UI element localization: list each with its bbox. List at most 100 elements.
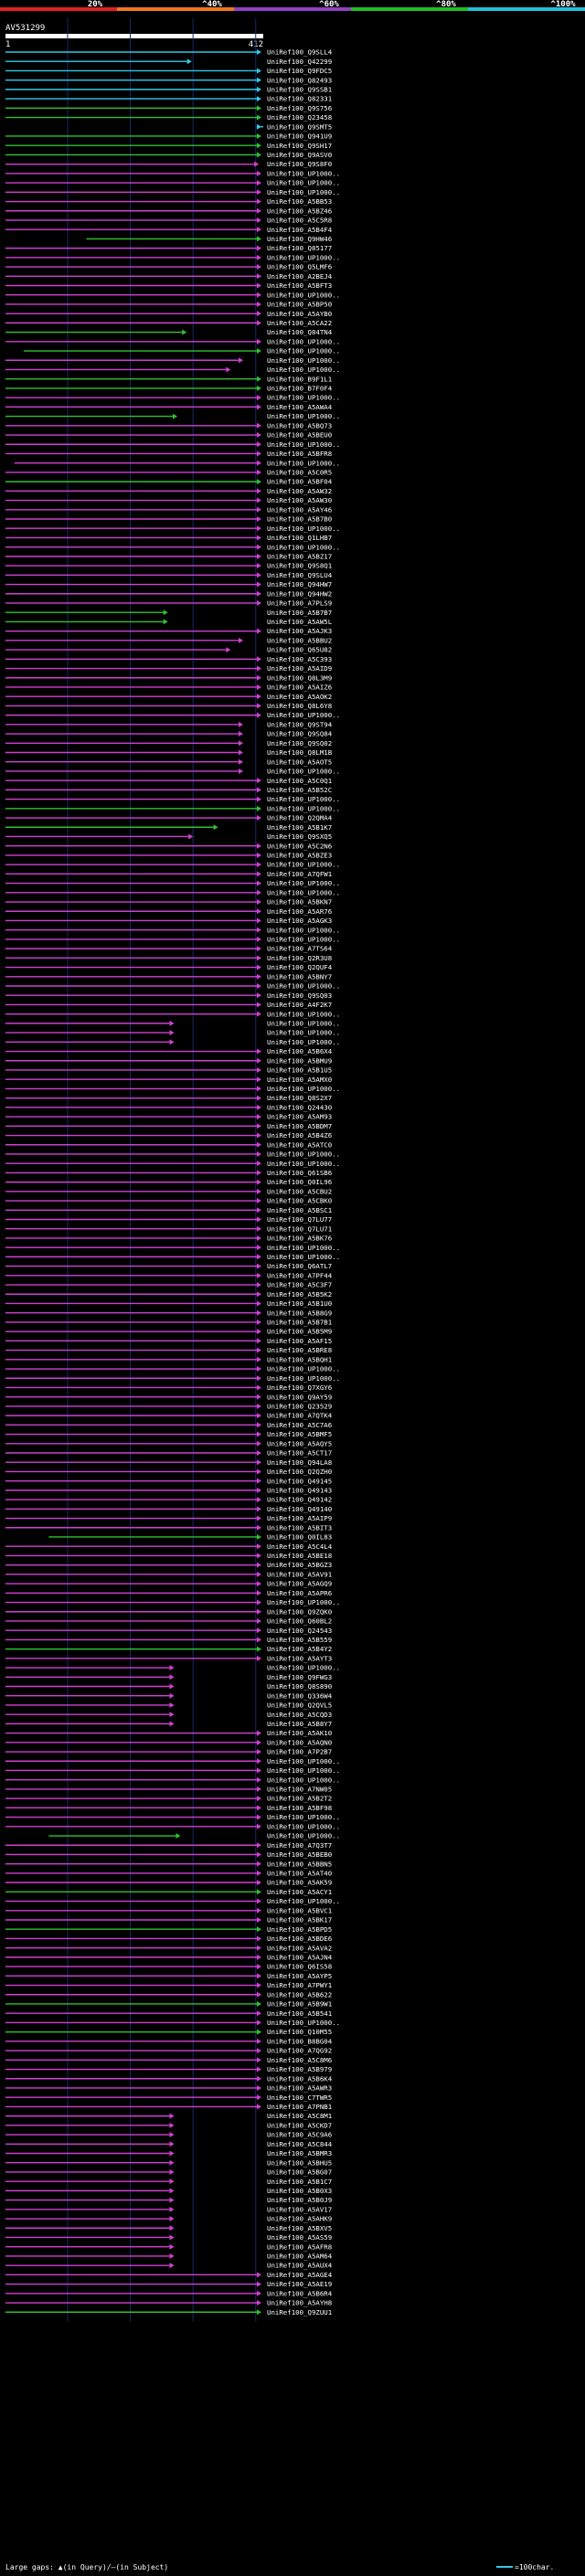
- hit-row[interactable]: UniRef100_Q84TN4: [5, 328, 333, 336]
- hit-row[interactable]: UniRef100_A5AGK3: [5, 917, 332, 925]
- hit-label[interactable]: UniRef100_Q84TN4: [267, 328, 333, 336]
- hit-row[interactable]: UniRef100_A5AFR8: [5, 2242, 332, 2251]
- hit-row[interactable]: UniRef100_Q2R3U8: [5, 954, 332, 962]
- hit-row[interactable]: UniRef100_A5B5K2: [5, 1290, 332, 1299]
- hit-row[interactable]: UniRef100_A5AOK2: [5, 693, 332, 701]
- hit-label[interactable]: UniRef100_Q9S756: [267, 104, 332, 112]
- hit-label[interactable]: UniRef100_A5B1C7: [267, 2178, 332, 2186]
- hit-label[interactable]: UniRef100_A5B0J9: [267, 2196, 332, 2204]
- hit-label[interactable]: UniRef100_A7PWY1: [267, 1981, 332, 1989]
- hit-label[interactable]: UniRef100_Q9SXQ5: [267, 832, 332, 841]
- hit-row[interactable]: UniRef100_Q9SLU4: [5, 571, 333, 579]
- hit-row[interactable]: UniRef100_A5BMR3: [5, 2149, 332, 2157]
- hit-label[interactable]: UniRef100_Q8L3M9: [267, 673, 332, 682]
- hit-label[interactable]: UniRef100_A5BQ73: [267, 421, 332, 429]
- hit-label[interactable]: UniRef100_A5AOT5: [267, 758, 332, 766]
- hit-row[interactable]: UniRef100_A5AJK3: [5, 627, 332, 635]
- hit-row[interactable]: UniRef100_A5AK59: [5, 1879, 332, 1887]
- hit-row[interactable]: UniRef100_UP1000..: [5, 1244, 340, 1252]
- hit-row[interactable]: UniRef100_A5C2N6: [5, 842, 332, 850]
- hit-label[interactable]: UniRef100_UP1000..: [267, 253, 340, 261]
- hit-label[interactable]: UniRef100_UP1000..: [267, 440, 340, 449]
- hit-label[interactable]: UniRef100_A5AF15: [267, 1337, 332, 1345]
- hit-label[interactable]: UniRef100_UP1000..: [267, 888, 340, 896]
- hit-label[interactable]: UniRef100_Q82331: [267, 95, 332, 103]
- hit-label[interactable]: UniRef100_Q2R3U8: [267, 954, 332, 962]
- hit-row[interactable]: UniRef100_Q85177: [5, 244, 332, 252]
- hit-row[interactable]: UniRef100_A5AQN0: [5, 1738, 332, 1746]
- hit-row[interactable]: UniRef100_UP1000..: [5, 2019, 340, 2027]
- hit-label[interactable]: UniRef100_A5BZ17: [267, 552, 332, 560]
- hit-label[interactable]: UniRef100_Q82493: [267, 76, 332, 84]
- hit-label[interactable]: UniRef100_Q24543: [267, 1627, 332, 1635]
- hit-label[interactable]: UniRef100_A5BF04: [267, 478, 333, 486]
- hit-label[interactable]: UniRef100_A5B1K7: [267, 823, 332, 832]
- hit-label[interactable]: UniRef100_A7PNB1: [267, 2103, 332, 2111]
- hit-label[interactable]: UniRef100_UP1000..: [267, 412, 340, 420]
- hit-row[interactable]: UniRef100_A5B0X3: [5, 2187, 332, 2195]
- hit-row[interactable]: UniRef100_Q2QUF4: [5, 963, 333, 971]
- hit-row[interactable]: UniRef100_A5BSC1: [5, 1206, 332, 1214]
- hit-label[interactable]: UniRef100_Q9FDC5: [267, 67, 332, 75]
- hit-label[interactable]: UniRef100_A5AE19: [267, 2280, 332, 2288]
- hit-label[interactable]: UniRef100_Q65U82: [267, 646, 332, 654]
- hit-row[interactable]: UniRef100_A5B7B7: [5, 609, 332, 617]
- hit-row[interactable]: UniRef100_A5CQD3: [5, 1711, 332, 1719]
- hit-row[interactable]: UniRef100_Q82493: [5, 76, 332, 84]
- hit-label[interactable]: UniRef100_A5BZE3: [267, 852, 332, 860]
- hit-label[interactable]: UniRef100_A5BMF5: [267, 1430, 332, 1438]
- hit-label[interactable]: UniRef100_A5C0Q1: [267, 777, 332, 785]
- hit-label[interactable]: UniRef100_A5BMR3: [267, 2149, 332, 2157]
- hit-label[interactable]: UniRef100_A5BZ46: [267, 207, 332, 215]
- hit-row[interactable]: UniRef100_Q9SXQ5: [5, 832, 332, 841]
- hit-row[interactable]: UniRef100_Q9SQ02: [5, 739, 332, 747]
- hit-row[interactable]: UniRef100_A5AM93: [5, 1113, 332, 1121]
- hit-row[interactable]: UniRef100_A5AJN4: [5, 1953, 333, 1961]
- hit-label[interactable]: UniRef100_A5BSC1: [267, 1206, 332, 1214]
- hit-row[interactable]: UniRef100_A5BQH1: [5, 1355, 332, 1363]
- hit-label[interactable]: UniRef100_A5AIZ6: [267, 684, 332, 692]
- hit-row[interactable]: UniRef100_A5B52C: [5, 786, 332, 794]
- hit-label[interactable]: UniRef100_UP1000..: [267, 804, 340, 812]
- hit-row[interactable]: UniRef100_A5BMU9: [5, 1056, 332, 1065]
- hit-label[interactable]: UniRef100_A5AQY5: [267, 1439, 332, 1447]
- hit-row[interactable]: UniRef100_Q94HW2: [5, 589, 332, 598]
- hit-row[interactable]: UniRef100_A5C4L4: [5, 1542, 333, 1551]
- hit-label[interactable]: UniRef100_A5AYB0: [267, 310, 332, 318]
- hit-label[interactable]: UniRef100_A5B6X4: [267, 1047, 333, 1055]
- hit-row[interactable]: UniRef100_UP1000..: [5, 926, 340, 934]
- hit-label[interactable]: UniRef100_A5CBK0: [267, 1197, 332, 1205]
- hit-label[interactable]: UniRef100_A5AK10: [267, 1729, 332, 1737]
- hit-label[interactable]: UniRef100_A5BE18: [267, 1552, 332, 1560]
- hit-row[interactable]: UniRef100_A5BIT3: [5, 1523, 332, 1532]
- hit-row[interactable]: UniRef100_A5B1U0: [5, 1299, 332, 1308]
- hit-row[interactable]: UniRef100_Q7LU71: [5, 1224, 332, 1233]
- hit-label[interactable]: UniRef100_UP1000..: [267, 2019, 340, 2027]
- hit-label[interactable]: UniRef100_A5BIT3: [267, 1523, 332, 1532]
- hit-label[interactable]: UniRef100_A5C0R5: [267, 469, 332, 477]
- hit-label[interactable]: UniRef100_A5BPD5: [267, 1925, 332, 1934]
- hit-row[interactable]: UniRef100_Q94LA8: [5, 1458, 332, 1467]
- hit-label[interactable]: UniRef100_A5ATC0: [267, 1140, 332, 1149]
- hit-row[interactable]: UniRef100_UP1000..: [5, 888, 340, 896]
- hit-label[interactable]: UniRef100_Q7LU71: [267, 1224, 332, 1233]
- hit-label[interactable]: UniRef100_A5CBU2: [267, 1187, 332, 1195]
- hit-row[interactable]: UniRef100_A7P2B7: [5, 1748, 332, 1756]
- hit-row[interactable]: UniRef100_UP1000..: [5, 861, 340, 869]
- hit-row[interactable]: UniRef100_A5AM64: [5, 2253, 333, 2261]
- hit-row[interactable]: UniRef100_A7QTK4: [5, 1412, 333, 1420]
- hit-label[interactable]: UniRef100_A5BFT3: [267, 281, 332, 290]
- hit-row[interactable]: UniRef100_A5AV17: [5, 2205, 332, 2213]
- hit-label[interactable]: UniRef100_A5C393: [267, 655, 332, 663]
- hit-row[interactable]: UniRef100_UP1000..: [5, 1897, 340, 1905]
- hit-label[interactable]: UniRef100_UP1000..: [267, 1365, 340, 1373]
- hit-row[interactable]: UniRef100_Q49143: [5, 1486, 332, 1494]
- hit-row[interactable]: UniRef100_A5AUX4: [5, 2262, 333, 2270]
- hit-label[interactable]: UniRef100_Q49145: [267, 1477, 332, 1485]
- hit-label[interactable]: UniRef100_A5BK17: [267, 1916, 332, 1924]
- hit-row[interactable]: UniRef100_UP1000..: [5, 253, 340, 261]
- hit-label[interactable]: UniRef100_A5B1U5: [267, 1066, 332, 1075]
- hit-label[interactable]: UniRef100_A5AGK3: [267, 917, 332, 925]
- hit-label[interactable]: UniRef100_A7QG92: [267, 2047, 332, 2055]
- hit-row[interactable]: UniRef100_Q5LMF6: [5, 263, 332, 271]
